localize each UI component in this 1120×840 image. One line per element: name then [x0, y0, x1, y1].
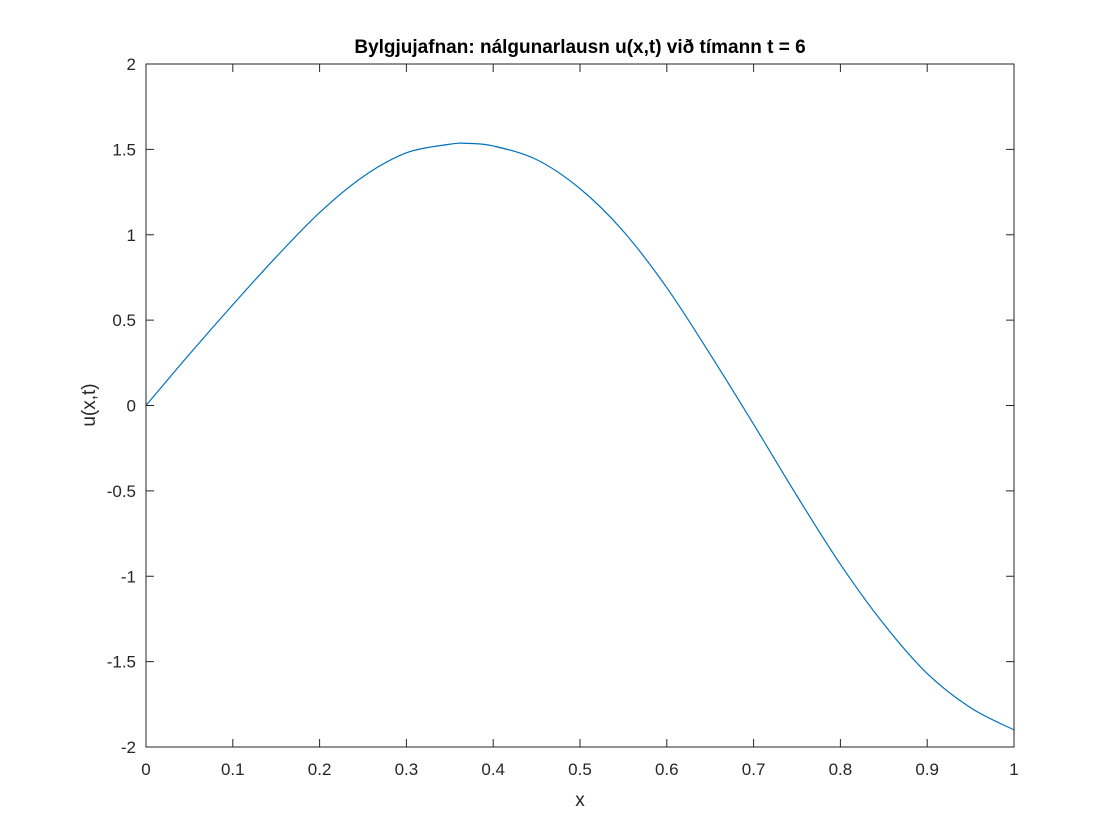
y-tick-label: -1 — [121, 567, 136, 586]
y-axis: 2 1.5 1 0.5 0 -0.5 -1 -1.5 -2 — [107, 55, 1014, 757]
y-axis-label: u(x,t) — [79, 383, 100, 426]
plot-background — [146, 64, 1014, 747]
chart-marks — [145, 142, 1015, 731]
x-tick-label: 0.5 — [568, 760, 592, 779]
chart-title: Bylgjujafnan: nálgunarlausn u(x,t) við t… — [354, 37, 805, 58]
y-tick-label: 1 — [127, 226, 136, 245]
x-tick-label: 0.1 — [221, 760, 245, 779]
x-tick-label: 0.6 — [655, 760, 679, 779]
x-tick-label: 0.4 — [481, 760, 505, 779]
y-tick-label: 2 — [127, 55, 136, 74]
x-tick-label: 0.2 — [308, 760, 332, 779]
y-tick-label: -2 — [121, 738, 136, 757]
y-tick-label: 0 — [127, 397, 136, 416]
x-tick-label: 0.7 — [742, 760, 766, 779]
x-axis: 0 0.1 0.2 0.3 0.4 0.5 0.6 0.7 0.8 0.9 1 — [141, 64, 1019, 779]
y-tick-label: 0.5 — [112, 311, 136, 330]
x-tick-label: 0.9 — [915, 760, 939, 779]
series-line — [145, 142, 1015, 731]
x-tick-label: 0.3 — [395, 760, 419, 779]
y-tick-label: -0.5 — [107, 482, 136, 501]
y-tick-label: -1.5 — [107, 653, 136, 672]
x-tick-label: 0.8 — [829, 760, 853, 779]
x-axis-label: x — [575, 790, 585, 811]
y-tick-label: 1.5 — [112, 140, 136, 159]
x-tick-label: 0 — [141, 760, 150, 779]
x-tick-label: 1 — [1009, 760, 1018, 779]
